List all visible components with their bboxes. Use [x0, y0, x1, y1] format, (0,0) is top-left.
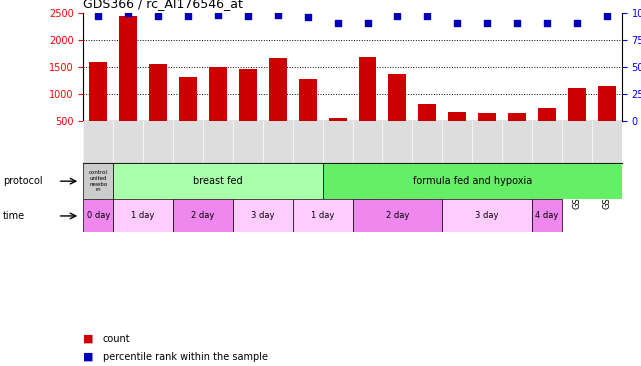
Bar [508, 113, 526, 148]
Bar [448, 112, 466, 148]
Point [303, 14, 313, 20]
Bar [419, 104, 437, 148]
Text: 1 day: 1 day [131, 212, 155, 220]
Bar [478, 113, 496, 148]
Bar [149, 64, 167, 148]
Point [482, 20, 492, 26]
Bar [179, 77, 197, 148]
Bar [89, 62, 107, 148]
Text: 1 day: 1 day [311, 212, 335, 220]
Text: breast fed: breast fed [193, 176, 243, 186]
Bar [119, 16, 137, 148]
Bar [598, 86, 616, 148]
Point [542, 20, 552, 26]
Text: 0 day: 0 day [87, 212, 110, 220]
Bar [113, 163, 322, 199]
Text: ■: ■ [83, 352, 94, 362]
Text: count: count [103, 333, 130, 344]
Bar [233, 199, 293, 232]
Text: 2 day: 2 day [386, 212, 409, 220]
Bar [293, 199, 353, 232]
Bar [538, 108, 556, 148]
Bar [532, 199, 562, 232]
Text: formula fed and hypoxia: formula fed and hypoxia [413, 176, 532, 186]
Point [123, 10, 133, 16]
Bar [269, 58, 287, 148]
Point [153, 13, 163, 19]
Bar [209, 67, 227, 148]
Text: 4 day: 4 day [535, 212, 559, 220]
Text: ■: ■ [83, 333, 94, 344]
Bar [299, 79, 317, 148]
Point [243, 13, 253, 19]
Point [93, 13, 103, 19]
Point [183, 13, 193, 19]
Point [213, 12, 223, 18]
Point [422, 13, 433, 19]
Text: control
united
newbo
rn: control united newbo rn [89, 170, 108, 193]
Bar [329, 117, 347, 148]
Bar [113, 199, 173, 232]
Point [333, 20, 343, 26]
Text: protocol: protocol [3, 176, 43, 186]
Bar [568, 88, 586, 148]
Bar [322, 163, 622, 199]
Text: 3 day: 3 day [251, 212, 274, 220]
Text: percentile rank within the sample: percentile rank within the sample [103, 352, 267, 362]
Point [602, 13, 612, 19]
Point [452, 20, 462, 26]
Text: GDS366 / rc_AI176546_at: GDS366 / rc_AI176546_at [83, 0, 243, 10]
Text: time: time [3, 211, 26, 221]
Bar [173, 199, 233, 232]
Bar [388, 74, 406, 148]
Bar [442, 199, 532, 232]
Bar [239, 70, 257, 148]
Point [572, 20, 582, 26]
Point [512, 20, 522, 26]
Point [272, 12, 283, 18]
Point [362, 20, 372, 26]
Text: 2 day: 2 day [191, 212, 215, 220]
Bar [83, 163, 113, 199]
Text: 3 day: 3 day [476, 212, 499, 220]
Bar [83, 199, 113, 232]
Point [392, 13, 403, 19]
Bar [353, 199, 442, 232]
Bar [358, 57, 376, 148]
